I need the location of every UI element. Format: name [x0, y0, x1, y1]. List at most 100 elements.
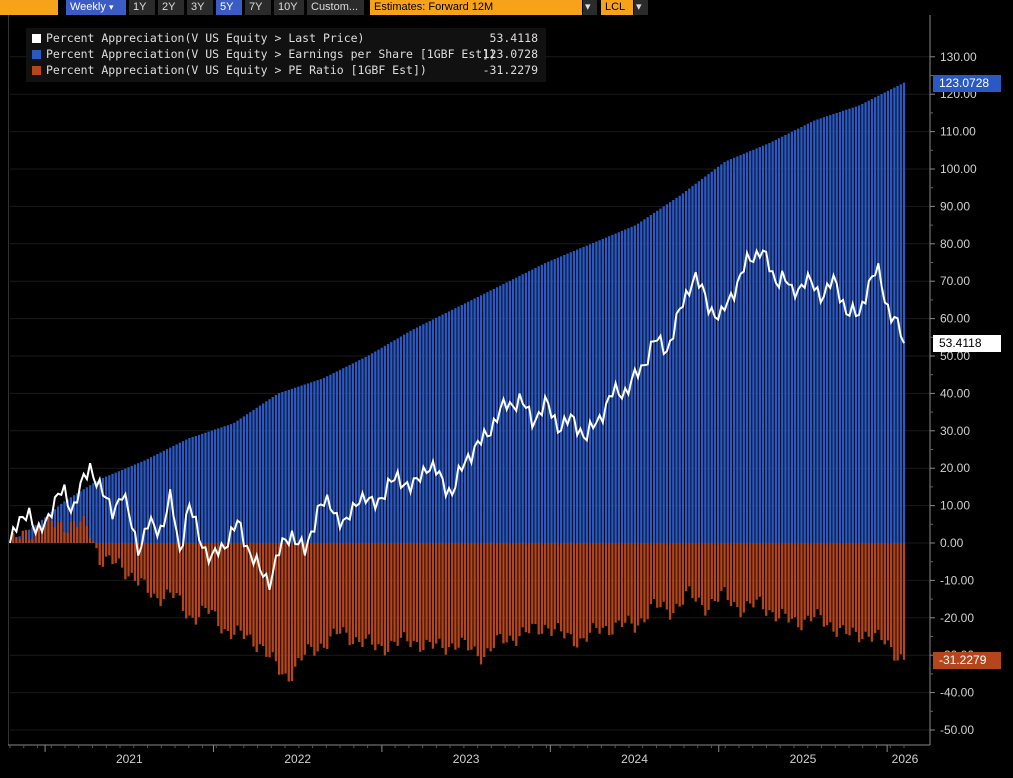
estimates-dropdown[interactable]: Estimates: Forward 12M: [370, 0, 582, 15]
pe-bar: [489, 543, 492, 652]
pe-bar: [598, 543, 601, 634]
eps-bar: [242, 416, 246, 543]
currency-dropdown[interactable]: LCL: [601, 0, 633, 15]
eps-bar: [79, 491, 82, 543]
pe-bar: [761, 543, 765, 610]
legend-item-eps[interactable]: Percent Appreciation(V US Equity > Earni…: [32, 46, 540, 62]
pe-bar: [159, 543, 162, 607]
y-tick-label: -40.00: [940, 686, 974, 700]
eps-bar: [435, 317, 438, 543]
period-1y-button[interactable]: 1Y: [129, 0, 155, 15]
pe-bar: [713, 543, 717, 602]
eps-bar: [825, 116, 829, 543]
pe-bar: [418, 543, 422, 652]
frequency-dropdown[interactable]: Weekly ▾: [66, 0, 126, 15]
pe-bar: [338, 543, 342, 634]
period-10y-button[interactable]: 10Y: [274, 0, 304, 15]
eps-bar: [402, 334, 406, 543]
pe-bar: [441, 543, 444, 648]
plot-frame: [8, 15, 931, 745]
pe-bar: [543, 543, 547, 625]
eps-bar: [483, 293, 486, 543]
pe-bar: [435, 543, 438, 644]
eps-bar: [829, 115, 832, 543]
pe-bar: [316, 543, 319, 652]
eps-bar: [886, 90, 890, 543]
pe-bar: [162, 543, 165, 600]
pe-bar: [646, 543, 649, 620]
eps-bar: [585, 245, 588, 543]
pe-bar: [117, 543, 121, 559]
eps-bar: [98, 479, 101, 543]
pe-bar: [194, 543, 198, 625]
pe-bar: [358, 543, 361, 643]
x-tick-label: 2025: [790, 752, 817, 766]
pe-bar: [313, 543, 316, 656]
pe-bar: [181, 543, 185, 611]
eps-bar: [88, 485, 92, 543]
estimates-chevron-icon[interactable]: ▾: [583, 0, 597, 15]
pe-bar: [848, 543, 851, 636]
eps-bar: [415, 327, 419, 543]
eps-bar: [608, 236, 611, 543]
pe-bar: [809, 543, 813, 622]
pe-bar: [768, 543, 771, 611]
eps-bar: [579, 248, 582, 543]
eps-bar: [431, 319, 435, 543]
pe-bar: [736, 543, 739, 608]
pe-bar: [143, 543, 146, 580]
pe-bar: [463, 543, 467, 640]
pe-bar: [473, 543, 476, 647]
pe-bar: [447, 543, 451, 648]
period-5y-button[interactable]: 5Y: [216, 0, 242, 15]
y-tick-label: 0.00: [940, 536, 964, 550]
pe-bar: [188, 543, 191, 616]
pe-bar: [476, 543, 479, 657]
pe-bar: [572, 543, 576, 647]
pe-bar: [12, 532, 15, 543]
eps-bar: [194, 435, 198, 543]
period-3y-button[interactable]: 3Y: [187, 0, 213, 15]
y-tick-label: 110.00: [940, 125, 976, 139]
eps-bar: [69, 497, 73, 543]
eps-bar: [556, 257, 560, 543]
eps-bar: [890, 89, 893, 543]
pe-bar: [803, 543, 806, 620]
pe-bar: [220, 543, 223, 634]
security-field[interactable]: [0, 0, 58, 15]
pe-bar: [169, 543, 172, 593]
eps-bar: [268, 399, 271, 543]
pe-bar: [707, 543, 710, 610]
eps-bar: [531, 269, 534, 543]
legend-item-pe[interactable]: Percent Appreciation(V US Equity > PE Ra…: [32, 62, 540, 78]
currency-chevron-icon[interactable]: ▾: [634, 0, 648, 15]
pe-bar: [729, 543, 733, 607]
pe-bar: [733, 543, 736, 602]
pe-bar: [899, 543, 902, 655]
eps-bar: [592, 242, 595, 543]
pe-bar: [745, 543, 749, 602]
eps-bar: [165, 449, 169, 543]
eps-bar: [117, 471, 121, 543]
eps-bar: [787, 133, 790, 544]
eps-bar: [845, 109, 848, 543]
eps-bar: [806, 123, 810, 544]
pe-bar: [21, 530, 24, 543]
pe-bar: [451, 543, 454, 644]
pe-bar: [841, 543, 845, 626]
eps-bar: [489, 290, 492, 543]
eps-bar: [720, 164, 723, 544]
legend-item-price[interactable]: Percent Appreciation(V US Equity > Last …: [32, 30, 540, 46]
pe-bar: [874, 543, 877, 634]
eps-bar: [569, 252, 572, 543]
legend-label: Percent Appreciation(V US Equity > Last …: [46, 31, 365, 45]
period-2y-button[interactable]: 2Y: [158, 0, 184, 15]
pe-bar: [306, 543, 310, 645]
legend-label: Percent Appreciation(V US Equity > Earni…: [46, 47, 497, 61]
eps-bar: [505, 282, 508, 543]
pe-bar: [540, 543, 544, 634]
period-7y-button[interactable]: 7Y: [245, 0, 271, 15]
eps-bar: [511, 279, 515, 543]
pe-bar: [213, 543, 217, 612]
custom-period-button[interactable]: Custom...: [307, 0, 364, 15]
